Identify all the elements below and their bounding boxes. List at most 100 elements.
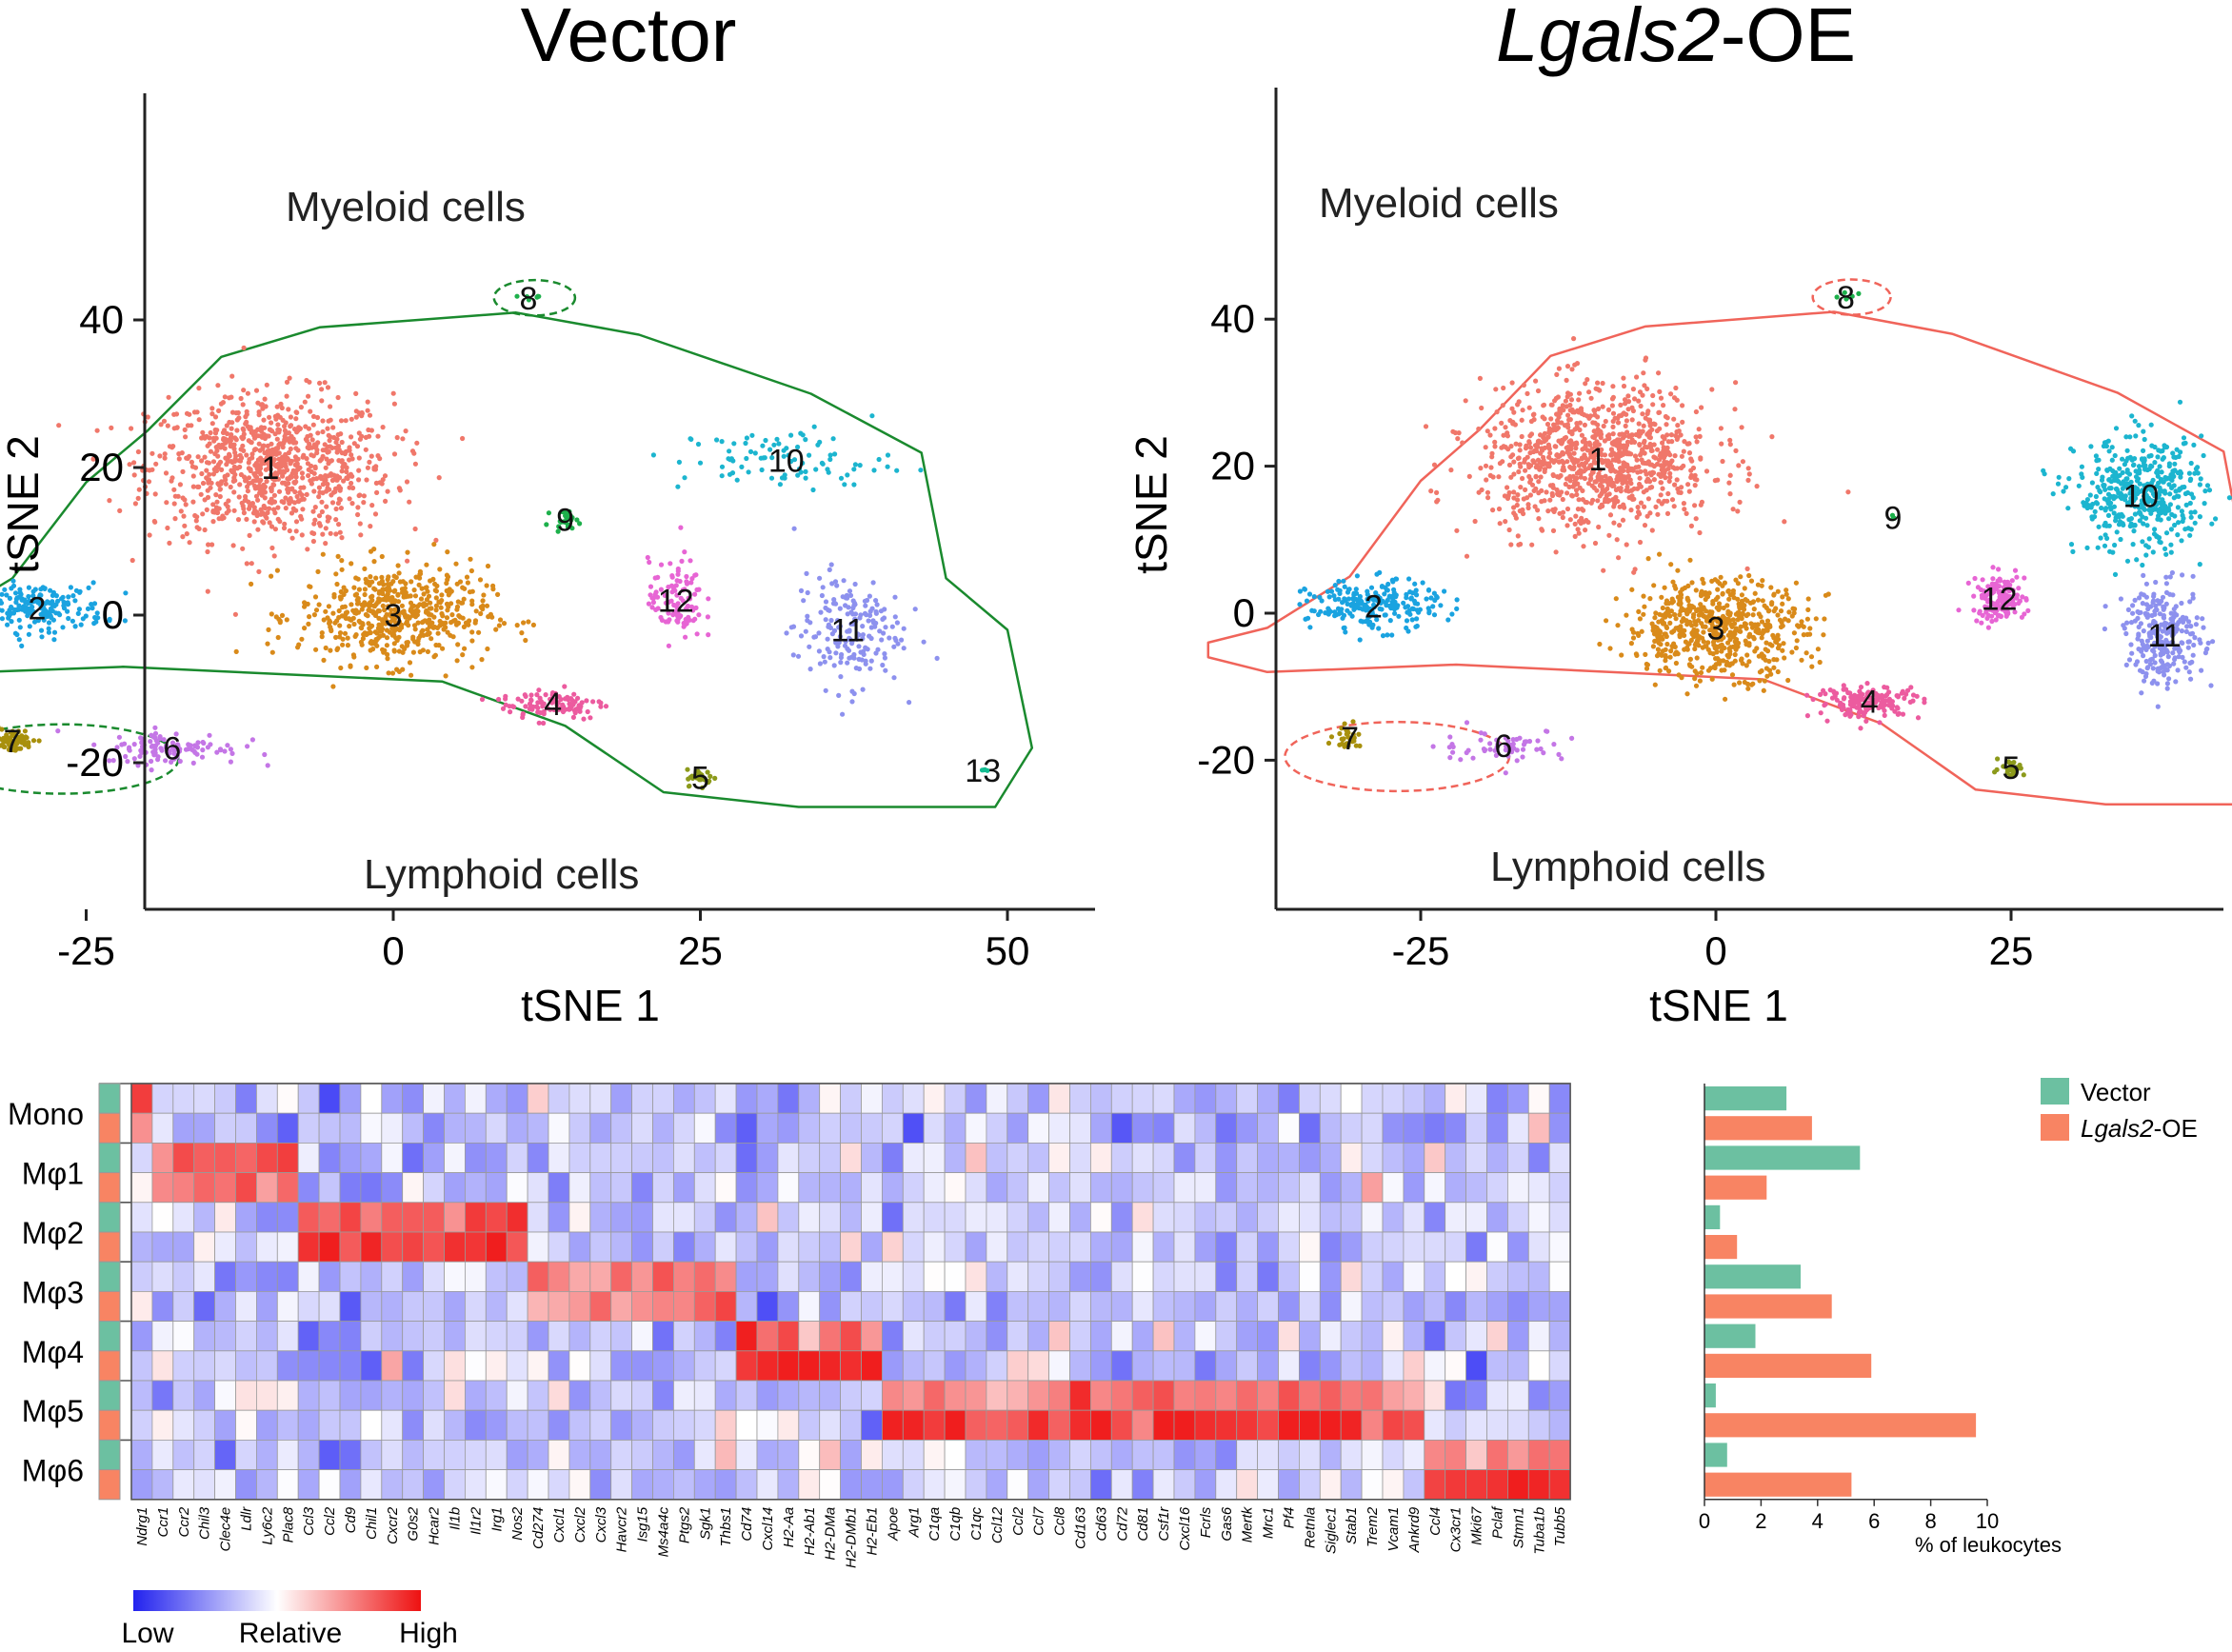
heatmap-cell xyxy=(255,1261,278,1292)
heatmap-cell xyxy=(1548,1350,1571,1382)
heatmap-cell xyxy=(1527,1231,1550,1263)
heatmap-cell xyxy=(548,1409,570,1441)
heatmap-cell xyxy=(1278,1112,1300,1144)
heatmap-cell xyxy=(798,1350,821,1382)
heatmap-cell xyxy=(276,1083,299,1114)
heatmap-cell xyxy=(610,1172,633,1204)
cluster-label-9: 9 xyxy=(556,502,574,538)
heatmap-cell xyxy=(1194,1172,1217,1204)
heatmap-cell xyxy=(840,1083,862,1114)
heatmap-cell xyxy=(1527,1202,1550,1233)
heatmap-cell xyxy=(673,1112,695,1144)
cluster-label-12: 12 xyxy=(658,584,694,620)
heatmap-cell xyxy=(151,1261,174,1292)
heatmap-cell xyxy=(652,1409,674,1441)
heatmap-cell xyxy=(339,1143,362,1174)
gene-label: C1qa xyxy=(927,1507,943,1542)
heatmap-cell xyxy=(276,1291,299,1323)
condition-swatch xyxy=(98,1290,121,1323)
heatmap-cell xyxy=(214,1083,236,1114)
heatmap-cell xyxy=(1027,1291,1049,1323)
heatmap-cell xyxy=(882,1172,904,1204)
heatmap-cell xyxy=(1319,1440,1342,1471)
heatmap-cell xyxy=(777,1172,800,1204)
color-gradient-bar xyxy=(133,1590,421,1611)
heatmap-cell xyxy=(1236,1291,1258,1323)
myeloid-outline xyxy=(0,311,1034,808)
heatmap-cell xyxy=(1403,1469,1425,1501)
heatmap-cell xyxy=(235,1291,257,1323)
heatmap-cell xyxy=(1319,1321,1342,1352)
heatmap-cell xyxy=(986,1291,1008,1323)
cluster-label-5: 5 xyxy=(691,761,709,797)
heatmap-cell xyxy=(1257,1083,1279,1114)
heatmap-cell xyxy=(693,1291,716,1323)
heatmap-cell xyxy=(1131,1291,1154,1323)
heatmap-cell xyxy=(1131,1350,1154,1382)
heatmap-cell xyxy=(1152,1231,1175,1263)
heatmap-cell xyxy=(193,1261,215,1292)
legend-italic: Lgals2 xyxy=(2081,1114,2154,1143)
heatmap-cell xyxy=(714,1350,737,1382)
heatmap-cell xyxy=(1361,1083,1384,1114)
heatmap-cell xyxy=(1069,1380,1091,1411)
cluster-8-outline xyxy=(492,278,577,317)
heatmap-cell xyxy=(861,1143,883,1174)
heatmap-cell xyxy=(1445,1143,1466,1174)
heatmap-cell xyxy=(819,1172,842,1204)
heatmap-cell xyxy=(339,1440,362,1471)
heatmap-cell xyxy=(882,1409,904,1441)
heatmap-cell xyxy=(1486,1291,1508,1323)
heatmap-cell xyxy=(1548,1172,1571,1204)
heatmap-cell xyxy=(1319,1409,1342,1441)
bar-group xyxy=(1704,1086,1977,1497)
cluster-label-10: 10 xyxy=(2122,478,2159,514)
heatmap-cell xyxy=(610,1112,633,1144)
heatmap-cell xyxy=(339,1291,362,1323)
heatmap-cell xyxy=(1361,1202,1384,1233)
heatmap-cell xyxy=(1486,1083,1508,1114)
heatmap-cell xyxy=(151,1172,174,1204)
heatmap-cell xyxy=(1090,1291,1112,1323)
heatmap-cell xyxy=(986,1440,1008,1471)
heatmap-cell xyxy=(714,1112,737,1144)
heatmap-cell xyxy=(1131,1261,1154,1292)
heatmap-cell xyxy=(902,1083,925,1114)
heatmap-cell xyxy=(193,1380,215,1411)
heatmap-cell xyxy=(402,1112,425,1144)
heatmap-cell xyxy=(1069,1143,1091,1174)
gene-label: Ccl2 xyxy=(322,1506,338,1536)
heatmap-cell xyxy=(1340,1291,1363,1323)
heatmap-cell xyxy=(423,1143,445,1174)
y-tick-label: 0 xyxy=(102,592,124,637)
heatmap-cell xyxy=(130,1143,153,1174)
heatmap-cell xyxy=(402,1440,425,1471)
gene-label: Ndrg1 xyxy=(134,1507,150,1546)
heatmap-cell xyxy=(339,1083,362,1114)
heatmap-cell xyxy=(1340,1083,1363,1114)
heatmap-cell xyxy=(1507,1083,1529,1114)
heatmap-cell xyxy=(756,1172,779,1204)
heatmap-cell xyxy=(944,1112,967,1144)
heatmap-cells xyxy=(130,1083,1571,1501)
heatmap-cell xyxy=(1548,1143,1571,1174)
heatmap-cell xyxy=(1173,1231,1196,1263)
heatmap-cell xyxy=(1257,1143,1279,1174)
heatmap-cell xyxy=(151,1350,174,1382)
heatmap-cell xyxy=(902,1440,925,1471)
heatmap-cell xyxy=(1027,1409,1049,1441)
heatmap-cell xyxy=(423,1469,445,1501)
heatmap-cell xyxy=(965,1321,987,1352)
lymphoid-outline xyxy=(0,723,180,795)
heatmap-cell xyxy=(1548,1380,1571,1411)
heatmap-cell xyxy=(402,1172,425,1204)
heatmap-cell xyxy=(756,1083,779,1114)
heatmap-cell xyxy=(1486,1469,1508,1501)
heatmap-cell xyxy=(1131,1380,1154,1411)
heatmap: Mono Mφ1 Mφ2 Mφ3 Mφ4 Mφ5 Mφ6 Ndrg1 Ccr1 Ccr2 Chil… xyxy=(8,1083,1571,1568)
heatmap-cell xyxy=(986,1261,1008,1292)
heatmap-cell xyxy=(1507,1469,1529,1501)
heatmap-cell xyxy=(172,1321,195,1352)
heatmap-cell xyxy=(1527,1143,1550,1174)
heatmap-cell xyxy=(381,1202,404,1233)
